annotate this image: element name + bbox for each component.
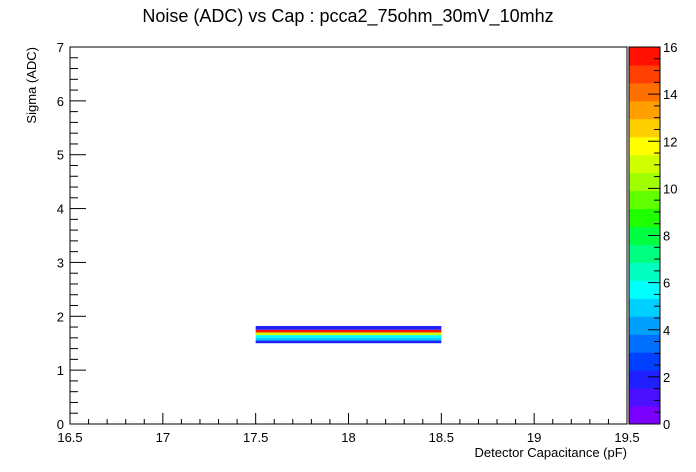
- y-tick-label: 7: [57, 40, 64, 55]
- color-scale-tick-label: 6: [663, 276, 670, 291]
- x-axis: 16.5 17 17.5 18 18.5 19 19.5: [57, 413, 640, 445]
- x-axis-label: Detector Capacitance (pF): [475, 445, 627, 460]
- x-tick-label: 18.5: [429, 430, 454, 445]
- y-tick-label: 2: [57, 309, 64, 324]
- color-scale-segment: [629, 388, 660, 407]
- y-tick-label: 6: [57, 94, 64, 109]
- x-tick-label: 19: [527, 430, 541, 445]
- x-tick-label: 16.5: [57, 430, 82, 445]
- color-scale-segment: [629, 370, 660, 389]
- chart-title: Noise (ADC) vs Cap : pcca2_75ohm_30mV_10…: [142, 6, 553, 27]
- color-scale-tick-label: 8: [663, 229, 670, 244]
- y-tick-label: 4: [57, 202, 64, 217]
- heatmap-cell-1: [255, 337, 442, 341]
- heatmap-cells: [255, 325, 442, 344]
- color-scale-segment: [629, 352, 660, 371]
- y-axis-label: Sigma (ADC): [24, 47, 39, 124]
- color-scale-segment: [629, 316, 660, 335]
- color-scale-tick-label: 14: [663, 87, 677, 102]
- x-tick-label: 19.5: [614, 430, 639, 445]
- color-scale-segment: [629, 280, 660, 299]
- y-tick-label: 3: [57, 255, 64, 270]
- color-scale-tick-label: 0: [663, 417, 670, 432]
- y-tick-label: 1: [57, 363, 64, 378]
- color-scale-segment: [629, 136, 660, 156]
- color-scale-segment: [629, 262, 660, 281]
- color-scale-segment: [629, 244, 660, 263]
- color-scale-tick-label: 12: [663, 134, 677, 149]
- x-tick-label: 18: [341, 430, 355, 445]
- color-scale-tick-label: 10: [663, 181, 677, 196]
- color-scale-segment: [629, 100, 660, 120]
- heatmap-cell-0: [255, 340, 442, 344]
- x-tick-label: 17: [156, 430, 170, 445]
- color-scale-segment: [629, 172, 660, 192]
- y-tick-label: 5: [57, 148, 64, 163]
- heatmap-cell-2: [255, 335, 442, 338]
- x-tick-label: 17.5: [243, 430, 268, 445]
- heatmap-cell-4: [255, 329, 442, 333]
- color-scale-segment: [629, 118, 660, 138]
- y-tick-label: 0: [57, 417, 64, 432]
- color-scale-segment: [629, 406, 660, 425]
- heatmap-cell-3: [255, 332, 442, 336]
- color-scale-segment: [629, 208, 660, 228]
- color-scale-segment: [629, 334, 660, 353]
- color-scale-tick-label: 4: [663, 323, 670, 338]
- color-scale-segment: [629, 226, 660, 245]
- y-axis: 0 1 2 3 4 5 6 7: [57, 40, 86, 432]
- color-scale-segment: [629, 190, 660, 210]
- color-scale-segment: [629, 64, 660, 84]
- color-scale-tick-label: 16: [663, 40, 677, 55]
- color-scale-bar: 0 2 4 6 8 10 12 14 16: [628, 40, 677, 432]
- color-scale-tick-label: 2: [663, 370, 670, 385]
- color-scale-segment: [629, 298, 660, 317]
- heatmap-cell-5: [255, 325, 442, 330]
- color-scale-segment: [629, 47, 660, 66]
- color-scale-segment: [629, 154, 660, 174]
- color-scale-segment: [629, 82, 660, 102]
